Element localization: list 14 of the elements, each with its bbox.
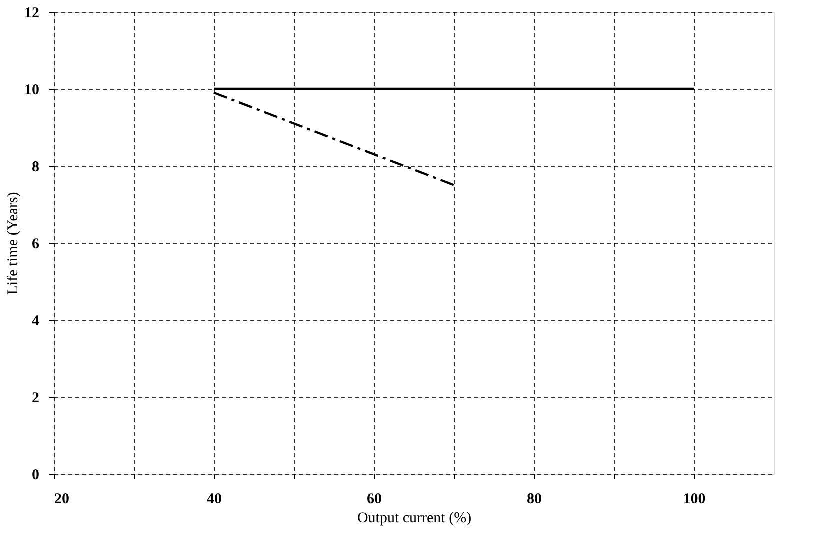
y-tick-label: 0 [32, 468, 40, 484]
x-axis-title: Output current (%) [357, 510, 472, 526]
y-tick-label: 6 [32, 236, 40, 252]
x-tick-label: 80 [527, 492, 542, 508]
y-tick-label: 2 [32, 390, 40, 406]
y-tick-label: 8 [32, 160, 40, 176]
x-tick-label: 100 [683, 492, 706, 508]
y-tick-label: 12 [24, 6, 40, 22]
y-tick-label: 4 [32, 314, 40, 330]
x-tick-label: 20 [54, 492, 70, 508]
y-tick-label: 10 [24, 82, 40, 98]
x-tick-label: 60 [367, 492, 382, 508]
y-axis-title: Life time (Years) [6, 192, 22, 295]
x-tick-label: 40 [207, 492, 222, 508]
